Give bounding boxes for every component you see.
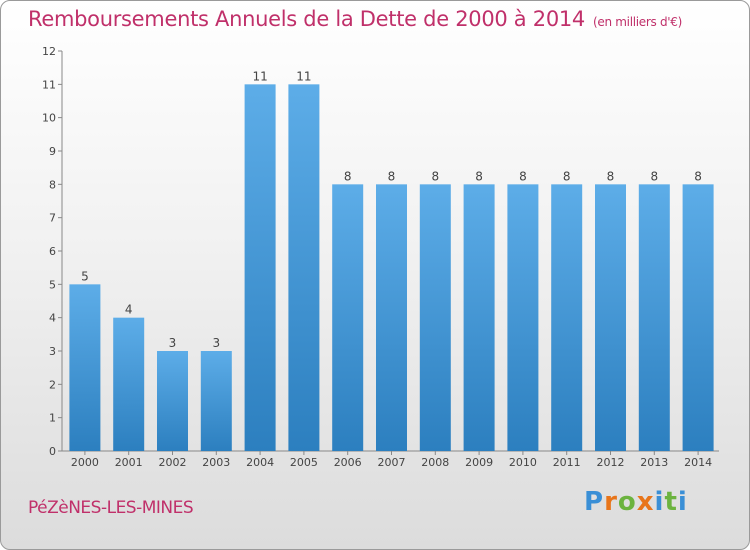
- bars: [69, 84, 714, 452]
- data-label: 8: [388, 169, 396, 183]
- data-label: 8: [607, 169, 615, 183]
- bar: [288, 84, 320, 451]
- x-tick-label: 2002: [159, 456, 187, 469]
- data-label: 11: [252, 69, 267, 83]
- data-label: 8: [431, 169, 439, 183]
- bar: [113, 317, 145, 451]
- unit-note: (en milliers d'€): [593, 15, 683, 29]
- x-tick-label: 2004: [246, 456, 274, 469]
- bar: [595, 184, 626, 452]
- y-tick-label: 3: [49, 345, 56, 358]
- bar: [507, 184, 539, 452]
- data-label: 8: [344, 169, 352, 183]
- data-label: 8: [563, 169, 571, 183]
- data-label: 5: [81, 269, 89, 283]
- bar: [332, 184, 364, 452]
- brand-letter: t: [664, 487, 678, 517]
- x-tick-label: 2005: [290, 456, 318, 469]
- x-tick-label: 2013: [640, 456, 668, 469]
- y-tick-label: 5: [49, 278, 56, 291]
- x-tick-label: 2010: [509, 456, 537, 469]
- x-tick-label: 2006: [334, 456, 362, 469]
- data-label: 11: [296, 69, 311, 83]
- bar: [551, 184, 583, 452]
- data-label: 8: [694, 169, 702, 183]
- data-label: 8: [519, 169, 527, 183]
- bar: [463, 184, 495, 452]
- data-label: 3: [169, 336, 177, 350]
- y-tick-label: 9: [49, 145, 56, 158]
- data-labels: 5 4 3 3 11 11 8 8 8 8 8 8 8 8 8: [81, 69, 702, 350]
- bar: [376, 184, 407, 452]
- bar: [244, 84, 276, 451]
- chart-title: Remboursements Annuels de la Dette de 20…: [28, 7, 682, 31]
- brand-letter: x: [636, 487, 655, 517]
- brand-letter: i: [654, 487, 665, 517]
- y-tick-label: 12: [42, 45, 56, 58]
- x-tick-label: 2012: [597, 456, 625, 469]
- x-tick-label: 2007: [378, 456, 406, 469]
- bar: [157, 351, 188, 451]
- bar: [419, 184, 451, 452]
- bar: [69, 284, 101, 451]
- chart-title-text: Remboursements Annuels de la Dette de 20…: [28, 7, 585, 31]
- y-tick-label: 2: [49, 378, 56, 391]
- x-tick-label: 2000: [71, 456, 99, 469]
- x-tick-label: 2011: [553, 456, 581, 469]
- y-tick-label: 1: [49, 412, 56, 425]
- y-tick-label: 10: [42, 112, 56, 125]
- brand-logo[interactable]: Proxiti: [584, 487, 688, 517]
- x-tick-label: 2009: [465, 456, 493, 469]
- brand-letter: r: [604, 487, 618, 517]
- bar: [638, 184, 670, 452]
- x-tick-label: 2003: [202, 456, 230, 469]
- y-tick-label: 0: [49, 445, 56, 458]
- location-name: PéZèNES-LES-MINES: [28, 498, 194, 518]
- data-label: 3: [212, 336, 220, 350]
- brand-letter: o: [617, 487, 637, 517]
- bar: [682, 184, 714, 452]
- brand-letter: P: [584, 487, 605, 517]
- data-label: 8: [475, 169, 483, 183]
- data-label: 8: [650, 169, 658, 183]
- data-label: 4: [125, 303, 133, 317]
- y-tick-label: 4: [49, 312, 56, 325]
- x-tick-label: 2014: [684, 456, 712, 469]
- y-tick-label: 7: [49, 212, 56, 225]
- y-tick-label: 11: [42, 78, 56, 91]
- x-tick-label: 2008: [421, 456, 449, 469]
- y-tick-label: 8: [49, 178, 56, 191]
- y-tick-label: 6: [49, 245, 56, 258]
- x-tick-label: 2001: [115, 456, 143, 469]
- bar: [200, 351, 232, 451]
- brand-letter: i: [677, 487, 688, 517]
